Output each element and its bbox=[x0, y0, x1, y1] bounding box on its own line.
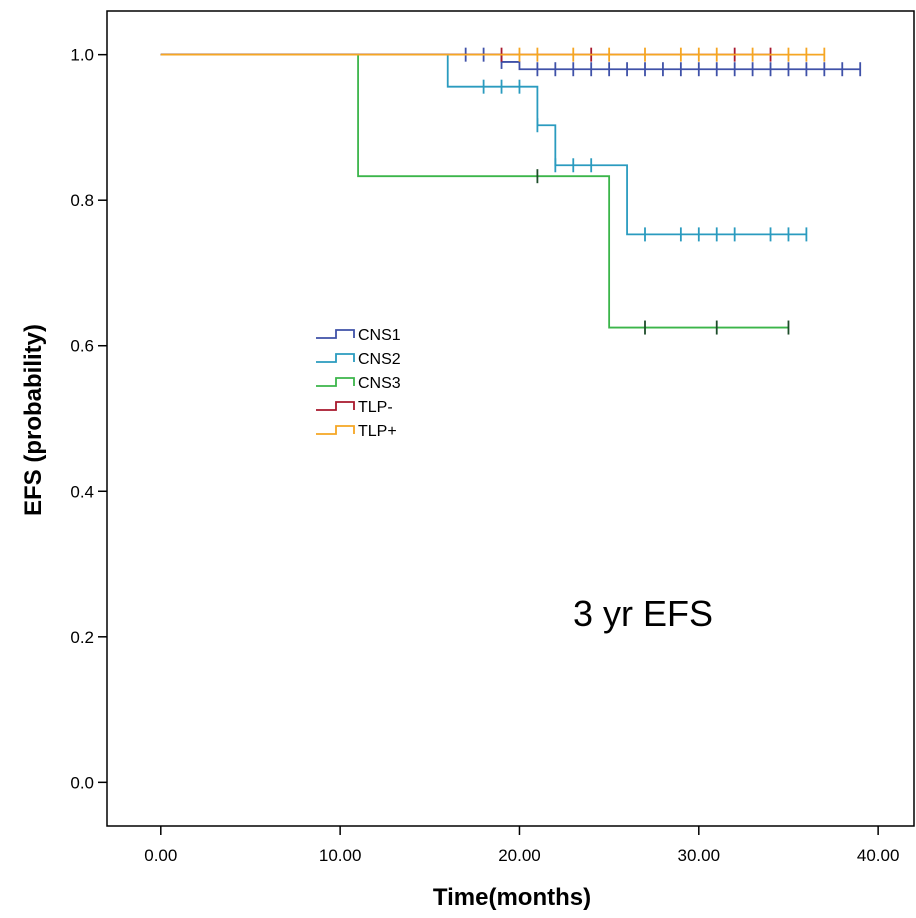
x-tick-label: 40.00 bbox=[857, 846, 900, 865]
y-tick-label: 0.8 bbox=[70, 191, 94, 210]
y-tick-label: 0.6 bbox=[70, 337, 94, 356]
series-layer bbox=[160, 47, 862, 335]
legend-swatch bbox=[316, 377, 355, 387]
y-axis-title: EFS (probability) bbox=[20, 324, 47, 516]
y-tick-label: 0.4 bbox=[70, 482, 94, 501]
legend-swatch bbox=[316, 353, 355, 363]
legend-label: CNS2 bbox=[358, 351, 401, 368]
legend-swatch bbox=[316, 329, 355, 339]
x-tick-label: 30.00 bbox=[678, 846, 721, 865]
legend-label: TLP- bbox=[358, 399, 393, 416]
legend-item: CNS1 bbox=[316, 327, 401, 344]
legend-item: TLP- bbox=[316, 399, 393, 416]
legend-item: CNS3 bbox=[316, 375, 401, 392]
y-tick-label: 0.2 bbox=[70, 628, 94, 647]
legend-label: CNS3 bbox=[358, 375, 401, 392]
y-axis-ticks: 0.0 0.2 0.4 0.6 0.8 1.0 bbox=[70, 46, 107, 792]
series-step-line bbox=[160, 53, 807, 236]
y-tick-label: 1.0 bbox=[70, 46, 94, 65]
legend-item: TLP+ bbox=[316, 423, 397, 440]
x-tick-label: 10.00 bbox=[319, 846, 362, 865]
series-tlp- bbox=[160, 47, 826, 62]
y-tick-label: 0.0 bbox=[70, 773, 94, 792]
x-axis-ticks: 0.00 10.00 20.00 30.00 40.00 bbox=[144, 826, 899, 865]
legend-swatch bbox=[316, 401, 355, 411]
legend-label: TLP+ bbox=[358, 423, 397, 440]
legend-label: CNS1 bbox=[358, 327, 401, 344]
x-axis-title: Time(months) bbox=[433, 884, 591, 911]
plot-frame bbox=[106, 10, 915, 827]
legend: CNS1 CNS2 CNS3 TLP- TLP+ bbox=[316, 327, 401, 440]
x-tick-label: 20.00 bbox=[498, 846, 541, 865]
legend-item: CNS2 bbox=[316, 351, 401, 368]
x-tick-label: 0.00 bbox=[144, 846, 177, 865]
legend-swatch bbox=[316, 425, 355, 435]
series-cns2 bbox=[160, 53, 808, 242]
chart-annotation: 3 yr EFS bbox=[573, 593, 713, 634]
